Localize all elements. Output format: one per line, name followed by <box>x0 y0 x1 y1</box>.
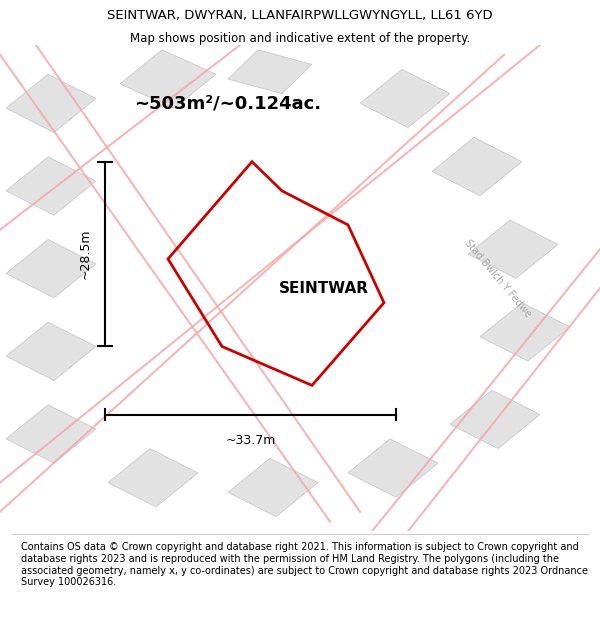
Text: Stad Bwlch Y Fedwe: Stad Bwlch Y Fedwe <box>463 238 533 319</box>
Text: ~33.7m: ~33.7m <box>226 434 275 447</box>
Polygon shape <box>6 74 96 132</box>
Polygon shape <box>468 220 558 278</box>
Polygon shape <box>228 50 312 94</box>
Polygon shape <box>480 302 570 361</box>
Polygon shape <box>6 157 96 215</box>
Text: Map shows position and indicative extent of the property.: Map shows position and indicative extent… <box>130 32 470 46</box>
Text: SEINTWAR, DWYRAN, LLANFAIRPWLLGWYNGYLL, LL61 6YD: SEINTWAR, DWYRAN, LLANFAIRPWLLGWYNGYLL, … <box>107 9 493 22</box>
Text: ~28.5m: ~28.5m <box>79 229 92 279</box>
Polygon shape <box>6 239 96 298</box>
Polygon shape <box>348 439 438 498</box>
Polygon shape <box>450 390 540 449</box>
Polygon shape <box>228 458 318 517</box>
Polygon shape <box>6 405 96 463</box>
Text: ~503m²/~0.124ac.: ~503m²/~0.124ac. <box>134 94 322 112</box>
Polygon shape <box>6 322 96 381</box>
Polygon shape <box>360 69 450 128</box>
Polygon shape <box>432 138 522 196</box>
Text: SEINTWAR: SEINTWAR <box>279 281 369 296</box>
Polygon shape <box>120 50 216 108</box>
Polygon shape <box>108 449 198 507</box>
Text: Contains OS data © Crown copyright and database right 2021. This information is : Contains OS data © Crown copyright and d… <box>21 542 588 588</box>
